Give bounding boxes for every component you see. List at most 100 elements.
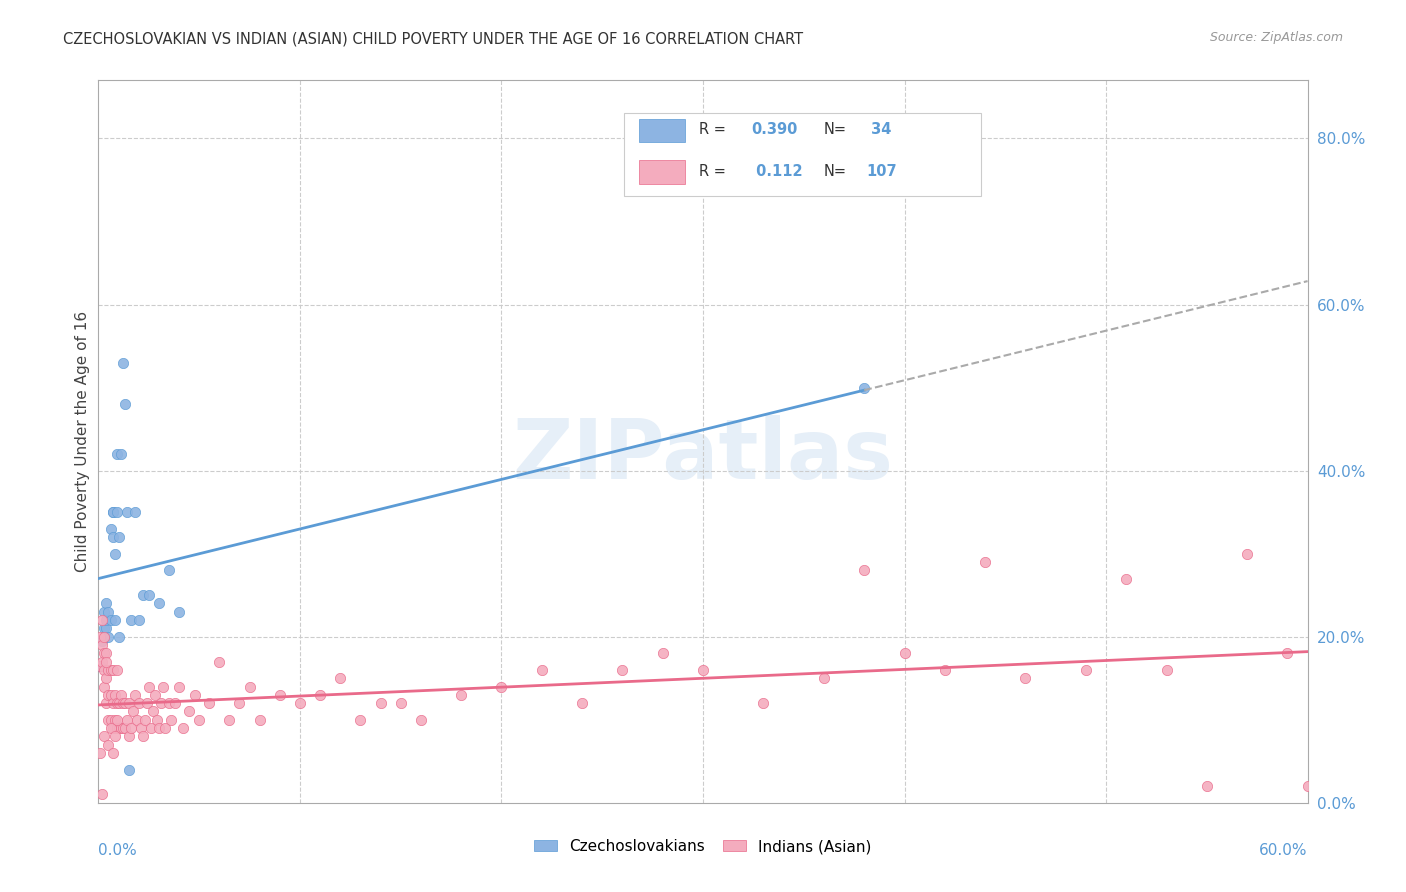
Point xyxy=(120,613,142,627)
Text: N=: N= xyxy=(824,164,846,178)
Point xyxy=(93,605,115,619)
Point xyxy=(1277,646,1299,660)
Point xyxy=(530,663,553,677)
Point xyxy=(100,522,122,536)
Point xyxy=(651,646,673,660)
Text: R =: R = xyxy=(699,122,731,137)
Point xyxy=(103,688,125,702)
Point xyxy=(93,680,115,694)
Point xyxy=(89,658,111,673)
Point xyxy=(160,713,183,727)
Point xyxy=(208,655,231,669)
Point xyxy=(228,696,250,710)
Point xyxy=(188,713,211,727)
Point xyxy=(91,655,114,669)
Point xyxy=(198,696,221,710)
Point xyxy=(135,696,157,710)
Point xyxy=(96,646,118,660)
Point xyxy=(105,505,128,519)
Point xyxy=(111,721,134,735)
Point xyxy=(612,663,634,677)
Point xyxy=(96,696,118,710)
Text: N=: N= xyxy=(824,122,846,137)
Point xyxy=(115,713,138,727)
Text: 107: 107 xyxy=(866,164,897,178)
Text: 0.0%: 0.0% xyxy=(98,843,138,857)
Point xyxy=(96,655,118,669)
Point xyxy=(101,746,124,760)
Point xyxy=(97,630,120,644)
Point xyxy=(124,505,146,519)
Point xyxy=(934,663,956,677)
Point xyxy=(114,397,136,411)
Point xyxy=(103,613,125,627)
Point xyxy=(89,658,111,673)
Text: 34: 34 xyxy=(866,122,891,137)
Point xyxy=(103,547,125,561)
Point xyxy=(134,713,156,727)
Point xyxy=(93,663,115,677)
Point xyxy=(97,688,120,702)
Point xyxy=(128,696,150,710)
Point xyxy=(157,563,180,577)
Text: 0.112: 0.112 xyxy=(751,164,803,178)
Point xyxy=(450,688,472,702)
Point xyxy=(124,688,146,702)
Point xyxy=(218,713,240,727)
Point xyxy=(100,688,122,702)
Point xyxy=(138,680,160,694)
Point xyxy=(100,613,122,627)
Point xyxy=(153,721,176,735)
Point xyxy=(148,721,170,735)
Y-axis label: Child Poverty Under the Age of 16: Child Poverty Under the Age of 16 xyxy=(75,311,90,572)
Point xyxy=(249,713,271,727)
Point xyxy=(349,713,371,727)
Point xyxy=(269,688,291,702)
Point xyxy=(128,613,150,627)
Point xyxy=(121,705,143,719)
Point xyxy=(96,621,118,635)
Point xyxy=(1296,779,1319,793)
Point xyxy=(114,696,136,710)
Point xyxy=(93,646,115,660)
Point xyxy=(105,713,128,727)
Point xyxy=(129,721,152,735)
Point xyxy=(139,721,162,735)
Text: 60.0%: 60.0% xyxy=(1260,843,1308,857)
Point xyxy=(172,721,194,735)
Point xyxy=(111,696,134,710)
Text: Source: ZipAtlas.com: Source: ZipAtlas.com xyxy=(1209,31,1343,45)
Point xyxy=(107,530,129,544)
Point xyxy=(96,597,118,611)
Point xyxy=(132,730,155,744)
Point xyxy=(100,721,122,735)
Point xyxy=(101,505,124,519)
Point xyxy=(101,721,124,735)
Text: R =: R = xyxy=(699,164,731,178)
Point xyxy=(1236,547,1258,561)
Point xyxy=(97,713,120,727)
Point xyxy=(132,588,155,602)
Text: ZIPatlas: ZIPatlas xyxy=(513,416,893,497)
Point xyxy=(91,638,114,652)
Point xyxy=(125,713,148,727)
Point xyxy=(752,696,775,710)
Bar xyxy=(638,119,685,142)
Point xyxy=(103,730,125,744)
Point xyxy=(100,663,122,677)
Point xyxy=(120,721,142,735)
Point xyxy=(105,663,128,677)
Bar xyxy=(638,161,685,184)
Point xyxy=(107,630,129,644)
Point xyxy=(115,505,138,519)
Point xyxy=(146,713,169,727)
Point xyxy=(184,688,207,702)
Point xyxy=(143,688,166,702)
Point xyxy=(97,738,120,752)
Point xyxy=(91,633,114,648)
Point xyxy=(101,696,124,710)
Point xyxy=(370,696,392,710)
Point xyxy=(110,447,132,461)
Point xyxy=(167,680,190,694)
Point xyxy=(110,688,132,702)
